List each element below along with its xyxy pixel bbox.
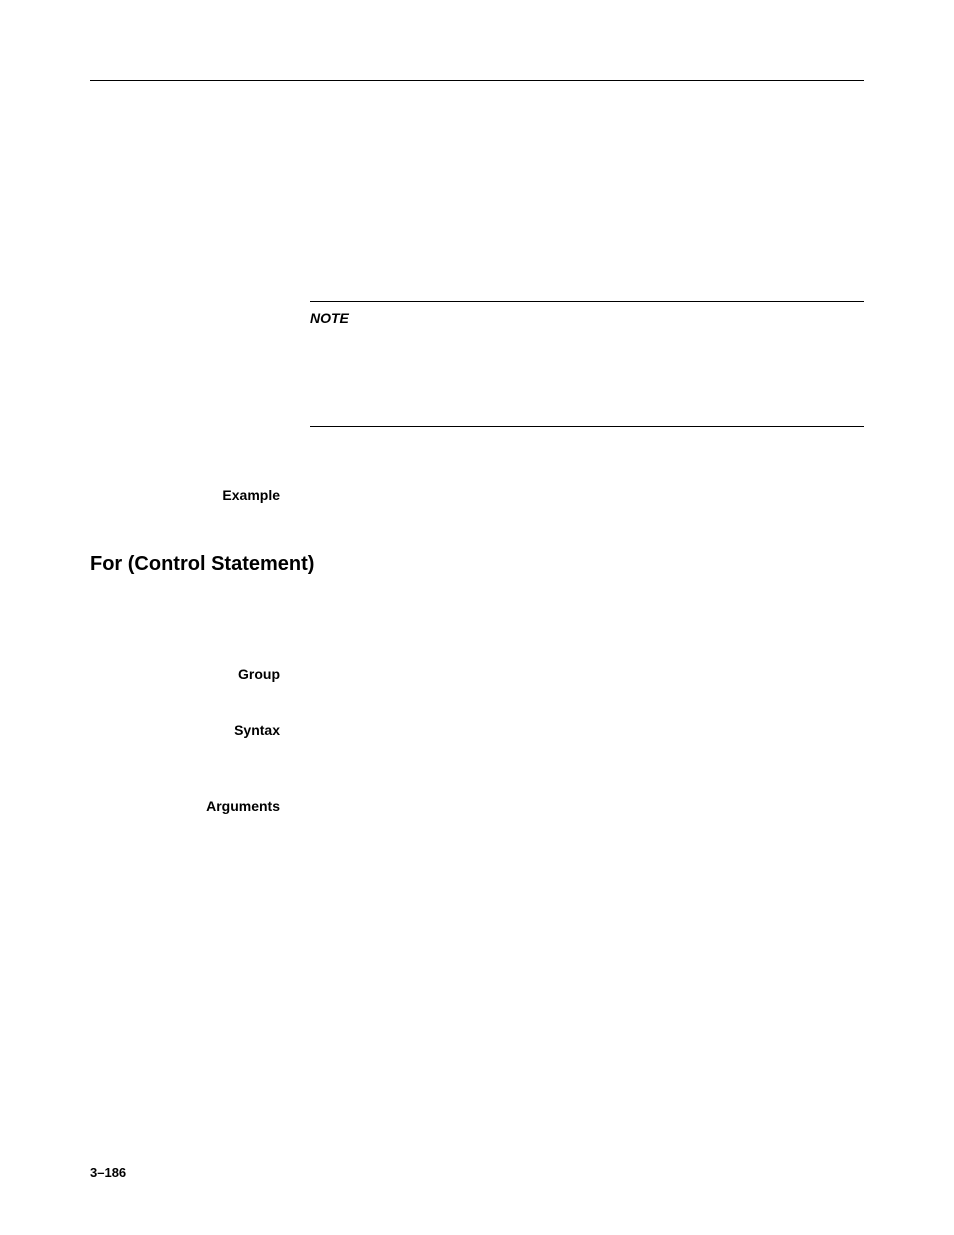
example-section: Example: [90, 487, 864, 503]
group-label: Group: [90, 666, 295, 682]
note-label: NOTE: [310, 310, 864, 326]
group-section: Group: [90, 666, 864, 682]
syntax-section: Syntax: [90, 722, 864, 738]
top-rule: [90, 80, 864, 81]
syntax-label: Syntax: [90, 722, 295, 738]
note-block: NOTE: [310, 301, 864, 427]
section-heading: For (Control Statement): [90, 553, 864, 576]
note-top-rule: [310, 301, 864, 302]
example-label: Example: [90, 487, 295, 503]
arguments-label: Arguments: [90, 798, 295, 814]
page-number: 3–186: [90, 1165, 126, 1180]
arguments-section: Arguments: [90, 798, 864, 814]
note-bottom-rule: [310, 426, 864, 427]
